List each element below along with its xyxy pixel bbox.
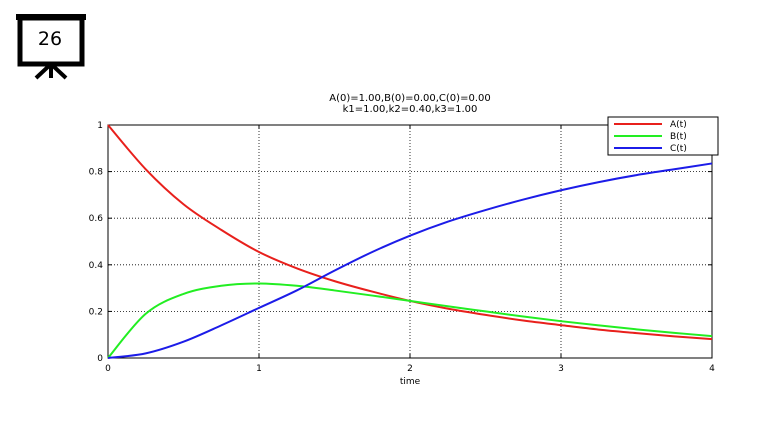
chart-grid	[108, 125, 712, 358]
chart-legend: A(t) B(t) C(t)	[607, 116, 719, 156]
chart-title-line: A(0)=1.00,B(0)=0.00,C(0)=0.00	[329, 93, 490, 104]
legend-label: B(t)	[670, 132, 687, 142]
presentation-board-icon	[16, 14, 86, 80]
x-tick-label: 2	[407, 364, 413, 374]
y-tick-label: 0.6	[89, 214, 104, 224]
chart-title-line: k1=1.00,k2=0.40,k3=1.00	[343, 104, 478, 115]
data-series	[107, 124, 713, 359]
series-line-at	[107, 124, 713, 341]
legend-label: A(t)	[670, 120, 687, 130]
legend-label: C(t)	[670, 144, 687, 154]
x-tick-label: 1	[256, 364, 262, 374]
y-tick-label: 0.2	[89, 307, 103, 317]
x-tick-label: 4	[709, 364, 715, 374]
chart-title: A(0)=1.00,B(0)=0.00,C(0)=0.00k1=1.00,k2=…	[329, 93, 490, 115]
x-axis-label: time	[400, 377, 421, 387]
y-tick-label: 0.4	[89, 261, 104, 271]
axis-ticks: 0 1 2 3 4 0 0.2 0.4 0.6 0.8 1	[89, 121, 715, 374]
slide-number: 26	[37, 28, 63, 50]
y-tick-label: 0.8	[89, 168, 104, 178]
y-tick-label: 0	[97, 354, 103, 364]
x-tick-label: 0	[105, 364, 111, 374]
x-tick-label: 3	[558, 364, 564, 374]
series-line-bt	[107, 282, 713, 359]
series-line-ct	[107, 162, 713, 359]
y-tick-label: 1	[97, 121, 103, 131]
